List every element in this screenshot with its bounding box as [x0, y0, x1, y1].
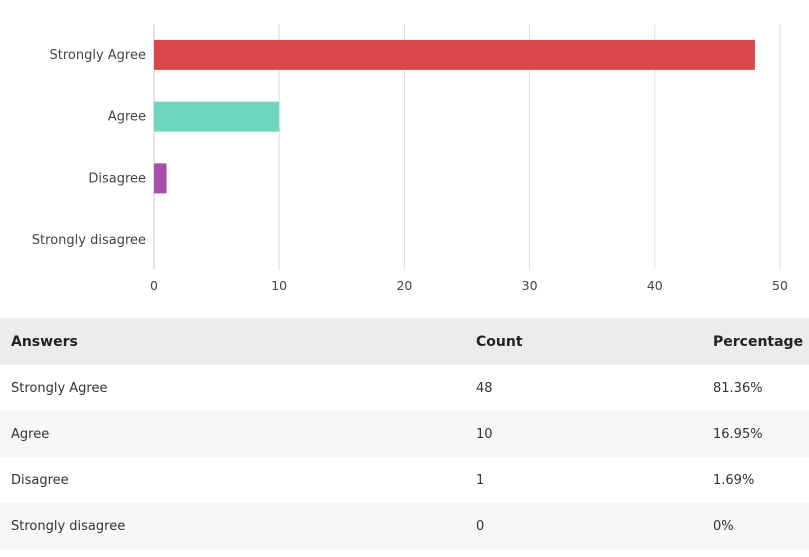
chart-canvas: Strongly Agree Agree Disagree Strongly disa… [32, 24, 788, 293]
answer-cell: Disagree [11, 472, 69, 488]
table-row: Strongly Agree 48 81.36% [0, 365, 809, 411]
table-row: Agree 10 16.95% [0, 411, 809, 457]
results-table: Answers Count Percentage Strongly Agree … [0, 318, 809, 549]
count-cell: 10 [476, 426, 493, 442]
percentage-cell: 16.95% [713, 426, 763, 442]
table-header-row: Answers Count Percentage [0, 318, 809, 365]
header-count: Count [476, 333, 523, 350]
category-label: Strongly Agree [50, 48, 147, 63]
answer-cell: Strongly Agree [11, 380, 108, 396]
answer-cell: Agree [11, 426, 50, 442]
count-cell: 0 [476, 518, 485, 534]
bar-strongly-agree [154, 39, 755, 70]
table-row: Disagree 1 1.69% [0, 457, 809, 503]
category-label: Agree [108, 110, 146, 125]
bar-chart: Strongly Agree Agree Disagree Strongly disa… [32, 24, 788, 293]
bar-agree [154, 101, 280, 132]
x-tick-label: 30 [522, 278, 538, 293]
percentage-cell: 1.69% [713, 472, 755, 488]
x-tick-label: 50 [772, 278, 788, 293]
x-tick-label: 0 [150, 278, 158, 293]
x-tick-label: 40 [647, 278, 663, 293]
x-tick-label: 20 [396, 278, 412, 293]
percentage-cell: 81.36% [713, 380, 763, 396]
category-label: Disagree [88, 171, 146, 186]
count-cell: 48 [476, 380, 493, 396]
x-tick-label: 10 [271, 278, 287, 293]
bar-disagree [154, 163, 167, 194]
category-label: Strongly disagree [32, 233, 146, 248]
header-percentage: Percentage [713, 333, 804, 350]
answer-cell: Strongly disagree [11, 518, 126, 534]
count-cell: 1 [476, 472, 485, 488]
table-row: Strongly disagree 0 0% [0, 503, 809, 549]
percentage-cell: 0% [713, 518, 734, 534]
header-answers: Answers [11, 333, 78, 350]
